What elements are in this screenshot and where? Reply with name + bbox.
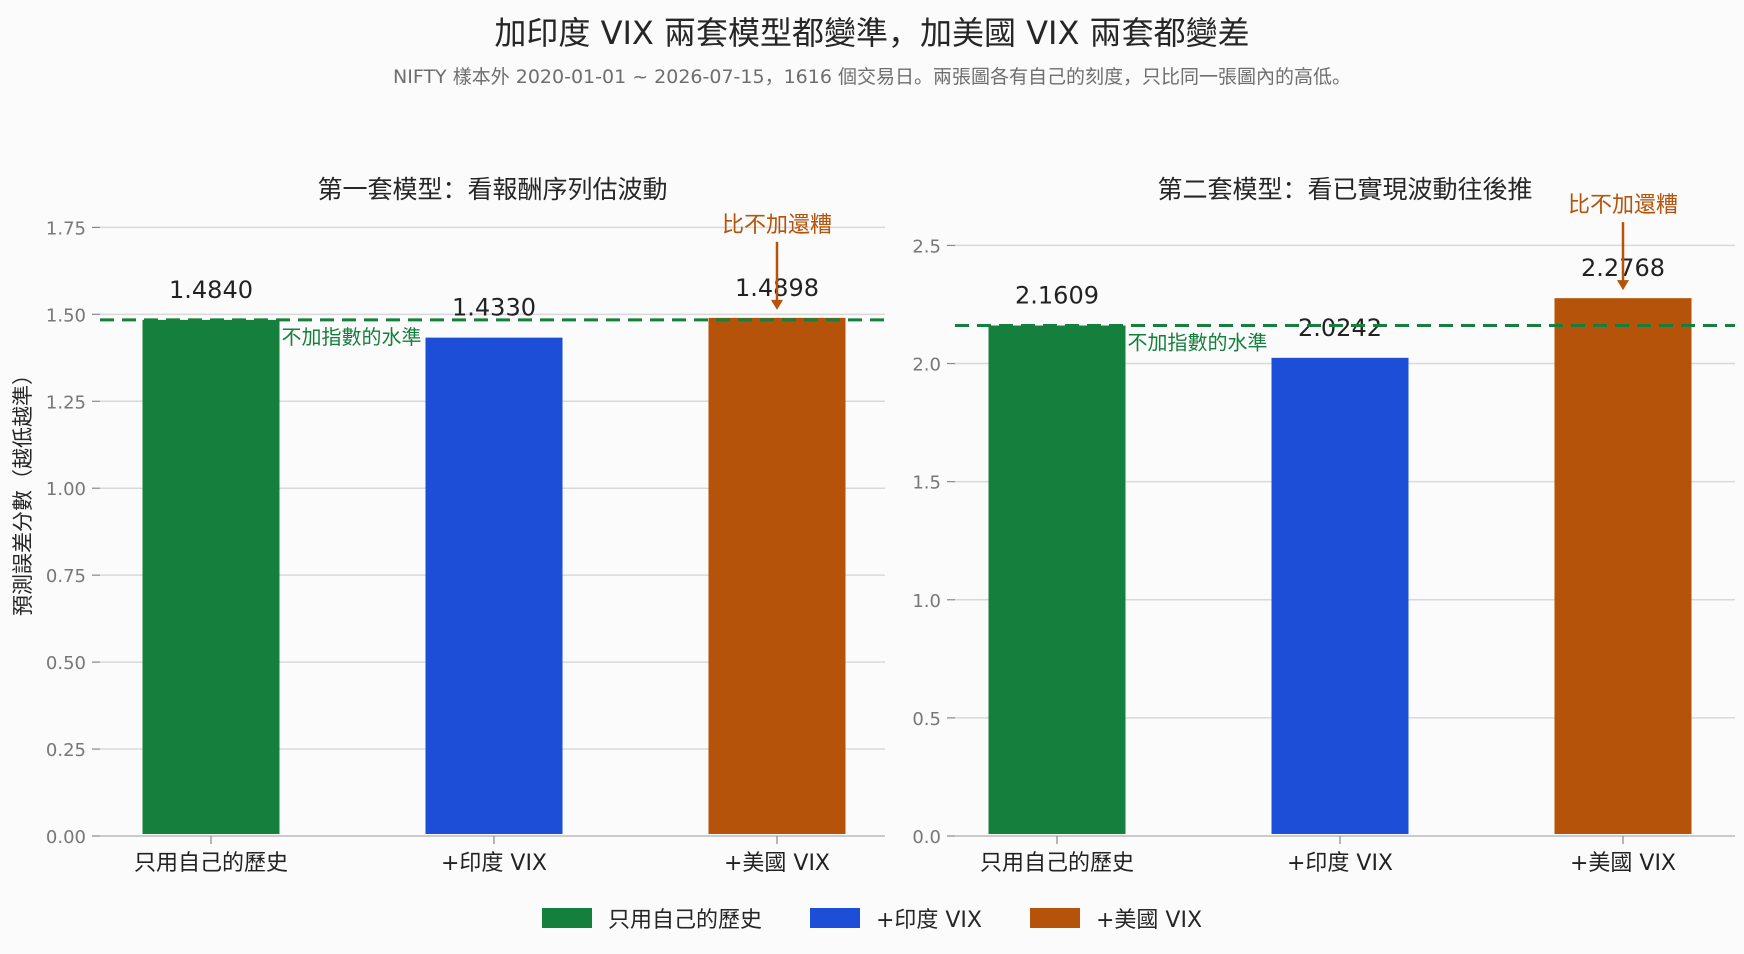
- bar: [425, 337, 563, 834]
- y-tick-label: 0.75: [46, 566, 86, 587]
- bar: [708, 317, 846, 834]
- y-tick-label: 2.0: [912, 355, 941, 376]
- y-tick-label: 0.5: [912, 709, 941, 730]
- bar-value-label: 1.4840: [169, 276, 253, 304]
- legend-label-own: 只用自己的歷史: [607, 908, 762, 933]
- bar-value-label: 2.1609: [1015, 282, 1099, 310]
- x-tick-label: +印度 VIX: [1287, 851, 1393, 876]
- y-tick-label: 0.0: [912, 827, 941, 848]
- y-tick-label: 1.25: [46, 392, 86, 413]
- bar: [142, 319, 280, 834]
- bar: [1554, 298, 1692, 835]
- y-tick-label: 1.00: [46, 479, 86, 500]
- y-tick-label: 1.50: [46, 305, 86, 326]
- y-tick-label: 1.75: [46, 218, 86, 239]
- legend-item-india: +印度 VIX: [809, 902, 982, 934]
- annotation-label: 比不加還糟: [722, 213, 832, 238]
- legend-label-us: +美國 VIX: [1096, 908, 1203, 933]
- legend: 只用自己的歷史 +印度 VIX +美國 VIX: [0, 902, 1744, 934]
- chart-svg: 0.00 0.25 0.50 0.75 1.00 1.25 1.50 1.75 1.4840 只用…: [46, 193, 1735, 876]
- baseline-label: 不加指數的水準: [282, 325, 422, 349]
- x-tick-label: 只用自己的歷史: [980, 851, 1134, 876]
- annotation-arrow-head: [1617, 280, 1629, 291]
- bar-value-label: 1.4330: [452, 294, 536, 322]
- x-tick-label: 只用自己的歷史: [134, 851, 288, 876]
- y-tick-label: 0.00: [46, 827, 86, 848]
- baseline-label: 不加指數的水準: [1128, 331, 1268, 355]
- panel-2-title: 第二套模型：看已實現波動往後推: [1157, 175, 1533, 204]
- legend-item-us: +美國 VIX: [1030, 902, 1202, 934]
- x-tick-label: +印度 VIX: [441, 851, 547, 876]
- bar: [1271, 357, 1409, 834]
- y-tick-label: 1.5: [912, 473, 941, 494]
- bar: [988, 325, 1126, 834]
- annotation-label: 比不加還糟: [1568, 193, 1678, 218]
- y-tick-label: 0.25: [46, 740, 86, 761]
- x-tick-label: +美國 VIX: [724, 851, 830, 876]
- y-tick-label: 0.50: [46, 653, 86, 674]
- x-tick-label: +美國 VIX: [1570, 851, 1676, 876]
- legend-item-own: 只用自己的歷史: [541, 902, 762, 934]
- legend-swatch-us: [1030, 908, 1080, 928]
- y-tick-label: 1.0: [912, 591, 941, 612]
- legend-swatch-own: [541, 908, 592, 928]
- bar-value-label: 2.0242: [1298, 314, 1382, 342]
- chart-subtitle: NIFTY 樣本外 2020-01-01 ~ 2026-07-15，1616 個…: [393, 66, 1351, 88]
- legend-label-india: +印度 VIX: [875, 908, 982, 933]
- panel-1-title: 第一套模型：看報酬序列估波動: [317, 175, 668, 204]
- annotation-arrow-head: [771, 299, 783, 310]
- y-tick-label: 2.5: [912, 236, 941, 257]
- chart-title: 加印度 VIX 兩套模型都變準，加美國 VIX 兩套都變差: [494, 14, 1250, 52]
- legend-swatch-india: [809, 908, 860, 928]
